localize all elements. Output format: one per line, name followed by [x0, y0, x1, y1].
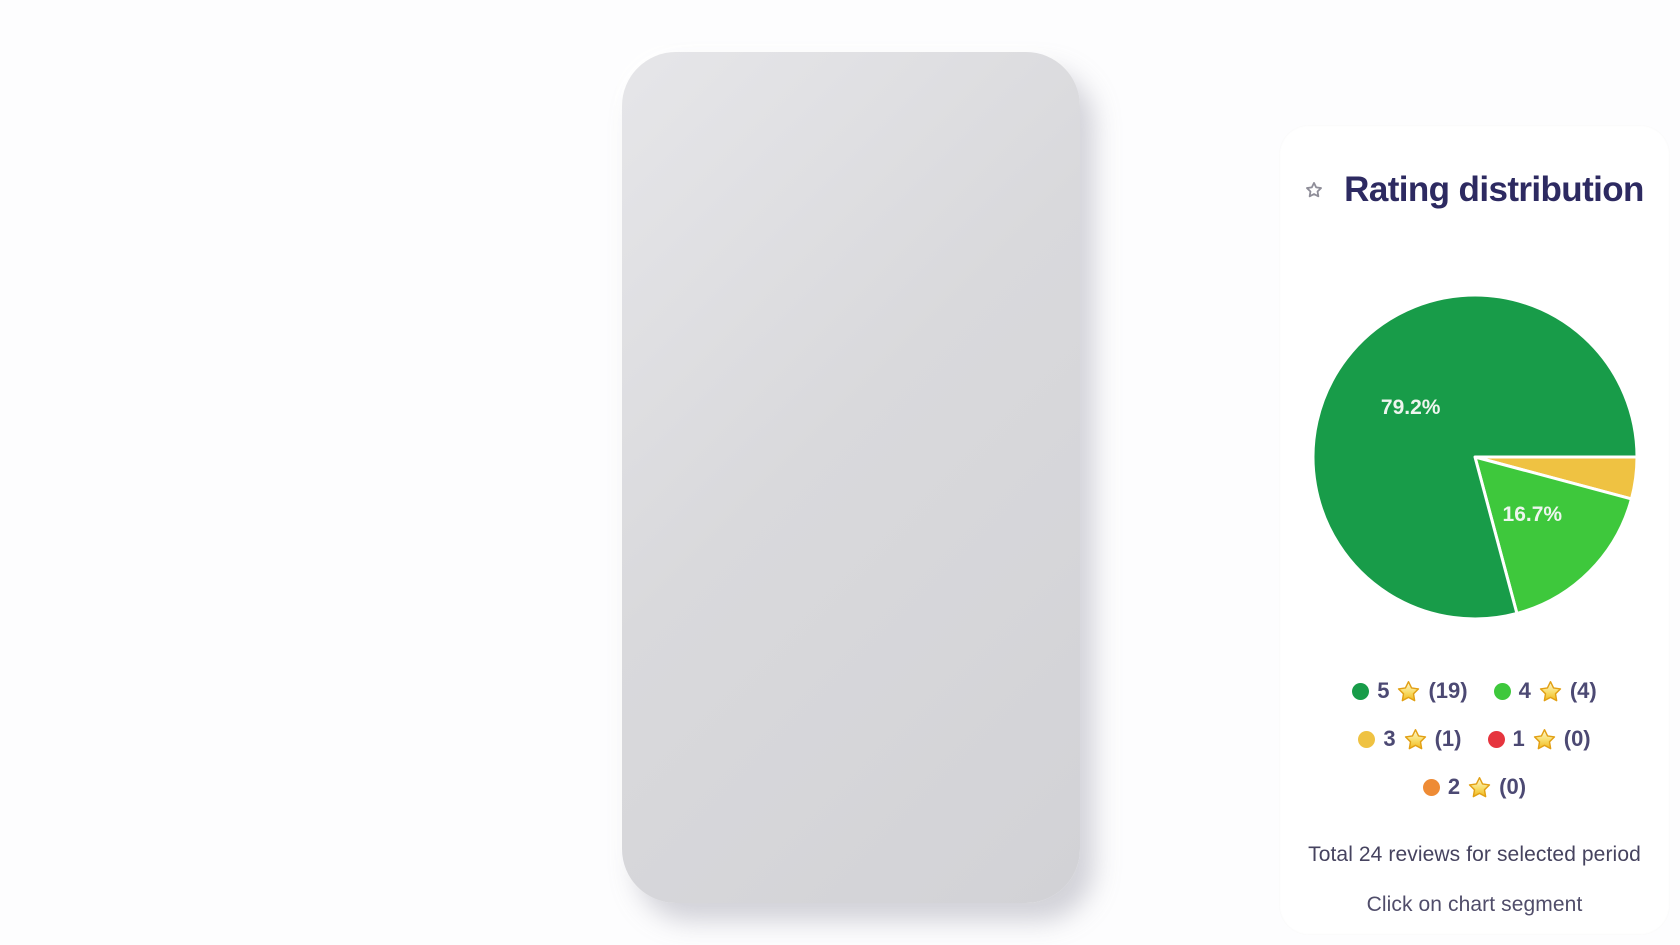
- legend-review-count: (4): [1569, 678, 1597, 703]
- gold-star-icon: [1404, 728, 1427, 751]
- legend-star-count: 1: [1512, 726, 1525, 751]
- pie-slice-4-star[interactable]: [1473, 455, 1633, 615]
- legend-star-count: 2: [1447, 774, 1461, 799]
- star-outline-icon: [1305, 181, 1323, 199]
- pie-chart-area: 16.7% 79.2%: [1279, 287, 1670, 627]
- card-header: Rating distribution: [1279, 169, 1670, 211]
- pie-slice-5-star[interactable]: [1311, 293, 1638, 621]
- legend-color-dot: [1358, 730, 1376, 748]
- gold-star-icon: [1397, 680, 1420, 703]
- legend-item-4-star[interactable]: 4 (4): [1493, 677, 1597, 705]
- legend-item-2-star[interactable]: 2 (0): [1422, 773, 1527, 801]
- legend-item-1-star[interactable]: 1 (0): [1487, 725, 1591, 753]
- rating-legend: 5 (19) 4 (4) 3 (: [1279, 677, 1670, 801]
- chart-hint-text: Click on chart segment: [1366, 893, 1583, 916]
- legend-row: 5 (19) 4 (4): [1352, 677, 1597, 705]
- legend-item-3-star[interactable]: 3 (1): [1358, 725, 1462, 753]
- legend-color-dot: [1352, 682, 1370, 700]
- legend-color-dot: [1493, 682, 1511, 700]
- legend-review-count: (19): [1428, 678, 1468, 703]
- legend-color-dot: [1422, 778, 1440, 796]
- total-reviews-text: Total 24 reviews for selected period: [1308, 843, 1641, 866]
- legend-star-count: 3: [1383, 726, 1396, 751]
- gold-star-icon: [1539, 680, 1562, 703]
- card-title: Rating distribution: [1344, 170, 1644, 209]
- legend-row: 3 (1) 1 (0): [1358, 725, 1591, 753]
- legend-review-count: (0): [1563, 726, 1591, 751]
- legend-review-count: (1): [1434, 726, 1462, 751]
- legend-star-count: 4: [1518, 678, 1531, 703]
- legend-item-5-star[interactable]: 5 (19): [1352, 677, 1468, 705]
- gold-star-icon: [1533, 728, 1556, 751]
- rating-distribution-card: Rating distribution 16.7% 79.2% 5 (19) 4 (…: [1279, 125, 1670, 935]
- rating-pie-chart[interactable]: 16.7%79.2%: [1305, 287, 1645, 627]
- legend-row: 2 (0): [1422, 773, 1527, 801]
- legend-star-count: 5: [1377, 678, 1390, 703]
- gold-star-icon: [1468, 776, 1491, 799]
- card-frame: Rating distribution 16.7% 79.2% 5 (19) 4 (…: [622, 52, 1670, 935]
- legend-color-dot: [1487, 730, 1505, 748]
- legend-review-count: (0): [1499, 774, 1527, 799]
